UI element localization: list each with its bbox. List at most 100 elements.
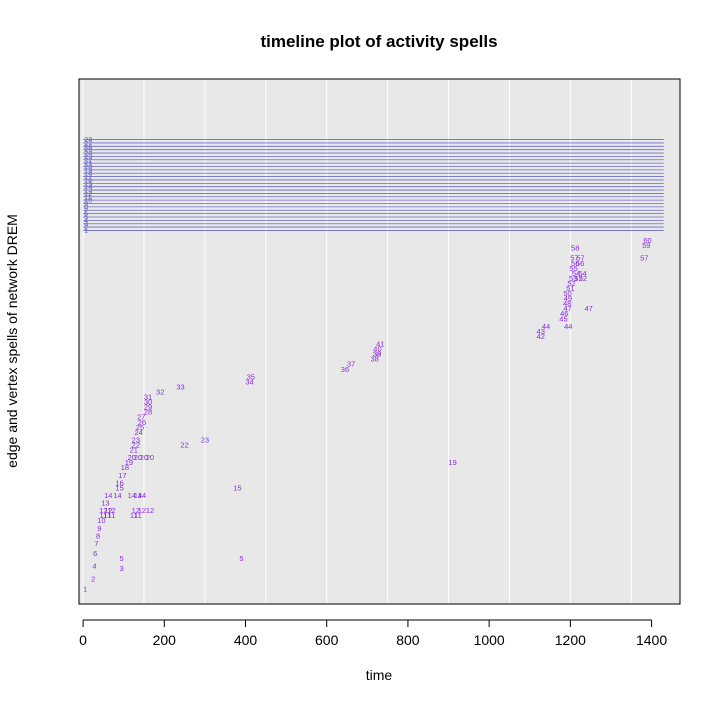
x-tick-label: 600 bbox=[315, 632, 339, 648]
vertex-spell-label: 17 bbox=[118, 471, 126, 480]
edge-spell-label: 19 bbox=[84, 165, 92, 174]
x-axis: 0 200 400 600 800 1000 1200 1400 bbox=[79, 619, 667, 648]
vertex-spell-label: 29 bbox=[144, 403, 152, 412]
vertex-spell-label: 14 bbox=[138, 491, 146, 500]
vertex-spell-label: 54 bbox=[572, 269, 580, 278]
edge-spell-label: 21 bbox=[84, 159, 92, 168]
edge-spell-label: 24 bbox=[84, 149, 92, 158]
vertex-spell-label: 41 bbox=[376, 340, 384, 349]
vertex-spell-label: 53 bbox=[569, 274, 577, 283]
vertex-spell-label: 59 bbox=[642, 241, 650, 250]
vertex-spell-label: 20 bbox=[140, 453, 148, 462]
edge-spell-label: 10 bbox=[84, 196, 92, 205]
edge-spell-label: 22 bbox=[84, 155, 92, 164]
vertex-spell-label: 19 bbox=[125, 458, 133, 467]
vertex-spell-label: 13 bbox=[101, 499, 109, 508]
vertex-spell-label: 37 bbox=[347, 360, 355, 369]
vertex-spell-label: 35 bbox=[247, 372, 255, 381]
vertex-spell-label: 23 bbox=[132, 435, 140, 444]
vertex-spell-label: 25 bbox=[136, 423, 144, 432]
vertex-spell-label: 60 bbox=[643, 236, 651, 245]
vertex-spell-label: 44 bbox=[542, 322, 550, 331]
vertex-spell-label: 14 bbox=[134, 491, 142, 500]
edge-spell-label: 28 bbox=[84, 135, 92, 144]
vertex-spell-label: 22 bbox=[180, 440, 188, 449]
vertex-spell-label: 40 bbox=[373, 345, 381, 354]
vertex-spell-label: 43 bbox=[537, 327, 545, 336]
edge-spell-label: 13 bbox=[84, 186, 92, 195]
vertex-spell-label: 8 bbox=[96, 531, 100, 540]
vertex-spell-label: 52 bbox=[579, 274, 587, 283]
vertex-spell-label: 6 bbox=[93, 549, 97, 558]
edge-spell-label: 17 bbox=[84, 172, 92, 181]
x-axis-label: time bbox=[366, 667, 393, 683]
edge-spell-label: 4 bbox=[84, 216, 88, 225]
vertex-spell-label: 14 bbox=[128, 491, 136, 500]
edge-spell-label: 20 bbox=[84, 162, 92, 171]
vertex-spell-label: 34 bbox=[245, 377, 253, 386]
edge-spell-labels: 1234567891011121314151617181920212223242… bbox=[84, 135, 92, 235]
vertex-spell-label: 52 bbox=[567, 279, 575, 288]
vertex-spell-label: 9 bbox=[97, 524, 101, 533]
vertex-spell-label: 28 bbox=[144, 408, 152, 417]
x-tick-label: 800 bbox=[396, 632, 420, 648]
vertex-spell-label: 44 bbox=[564, 322, 572, 331]
vertex-spell-label: 20 bbox=[146, 453, 154, 462]
vertex-spell-label: 39 bbox=[373, 350, 381, 359]
vertex-spell-label: 1 bbox=[83, 584, 87, 593]
vertex-spell-label: 11 bbox=[99, 511, 107, 520]
edge-spell-label: 15 bbox=[84, 179, 92, 188]
vertex-spell-label: 11 bbox=[108, 511, 116, 520]
vertex-spell-label: 11 bbox=[104, 511, 112, 520]
edge-spell-label: 9 bbox=[84, 199, 88, 208]
vertex-spell-label: 33 bbox=[176, 382, 184, 391]
x-tick-label: 1000 bbox=[474, 632, 505, 648]
vertex-spell-label: 20 bbox=[128, 453, 136, 462]
vertex-spell-label: 58 bbox=[571, 244, 579, 253]
vertex-spell-label: 11 bbox=[130, 511, 138, 520]
vertex-spell-label: 30 bbox=[144, 398, 152, 407]
vertex-spell-label: 12 bbox=[138, 506, 146, 515]
x-tick-label: 1400 bbox=[636, 632, 667, 648]
vertex-spell-label: 57 bbox=[570, 254, 578, 263]
edge-spell-label: 11 bbox=[84, 192, 92, 201]
vertex-spell-label: 56 bbox=[576, 259, 584, 268]
vertex-spell-label: 21 bbox=[130, 446, 138, 455]
vertex-spell-label: 23 bbox=[201, 435, 209, 444]
vertex-spell-label: 57 bbox=[640, 254, 648, 263]
grid-lines bbox=[82, 80, 632, 603]
vertex-spell-label: 12 bbox=[99, 506, 107, 515]
vertex-spell-label: 45 bbox=[559, 314, 567, 323]
x-tick-label: 200 bbox=[153, 632, 177, 648]
vertex-spell-label: 15 bbox=[115, 483, 123, 492]
vertex-spell-label: 48 bbox=[563, 299, 571, 308]
x-tick-label: 0 bbox=[79, 632, 87, 648]
vertex-spell-label: 42 bbox=[537, 332, 545, 341]
vertex-spell-label: 38 bbox=[373, 350, 381, 359]
vertex-spell-label: 14 bbox=[113, 491, 121, 500]
vertex-spell-label: 3 bbox=[120, 564, 124, 573]
vertex-spell-label: 49 bbox=[564, 294, 572, 303]
vertex-spell-label: 38 bbox=[370, 355, 378, 364]
x-tick-label: 1200 bbox=[555, 632, 586, 648]
vertex-spell-label: 11 bbox=[134, 511, 142, 520]
edge-spell-label: 23 bbox=[84, 152, 92, 161]
vertex-spell-label: 52 bbox=[574, 274, 582, 283]
vertex-spell-label: 16 bbox=[115, 478, 123, 487]
edge-spell-label: 3 bbox=[84, 219, 88, 228]
edge-spell-label: 5 bbox=[84, 212, 88, 221]
vertex-spell-label: 19 bbox=[448, 458, 456, 467]
chart-title: timeline plot of activity spells bbox=[260, 32, 497, 51]
vertex-spell-label: 47 bbox=[563, 304, 571, 313]
vertex-spell-label: 5 bbox=[239, 554, 243, 563]
vertex-spell-label: 36 bbox=[341, 365, 349, 374]
edge-spell-label: 14 bbox=[84, 182, 92, 191]
vertex-spell-label: 5 bbox=[120, 554, 124, 563]
y-axis-label: edge and vertex spells of network DREM bbox=[4, 214, 20, 468]
vertex-spell-label: 56 bbox=[571, 259, 579, 268]
vertex-spell-label: 4 bbox=[92, 562, 96, 571]
vertex-spell-label: 2 bbox=[91, 574, 95, 583]
vertex-spell-label: 15 bbox=[233, 483, 241, 492]
vertex-spell-label: 18 bbox=[121, 463, 129, 472]
